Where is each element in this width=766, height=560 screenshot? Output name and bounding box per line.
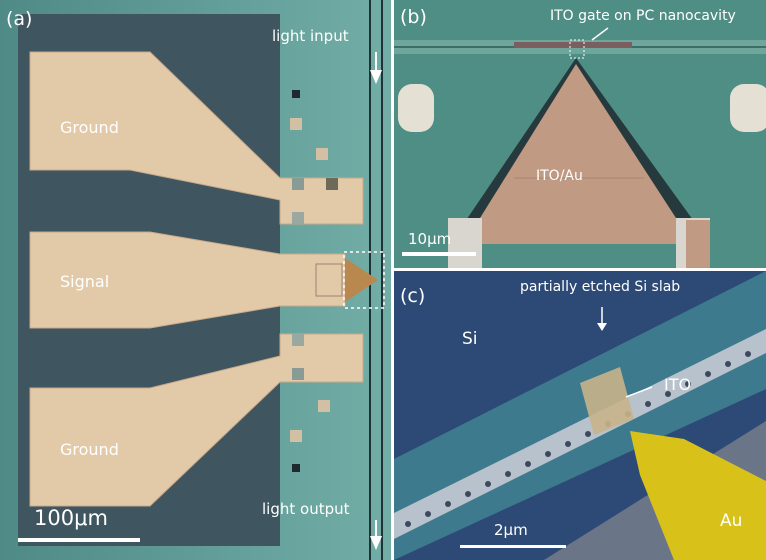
ito-bridge: [580, 367, 634, 435]
etched-slab-annotation: partially etched Si slab: [520, 279, 681, 295]
sem-image: [394, 271, 766, 560]
panel-c-sem: (c) partially etched Si slab Si ITO Au 2…: [394, 271, 766, 560]
device-micrograph: [0, 0, 391, 560]
signal-label: Signal: [60, 272, 110, 291]
scale-bar-a-label: 100μm: [34, 506, 108, 530]
signal-pad: [29, 231, 346, 329]
ground-pad-bottom: [29, 333, 364, 507]
scale-bar-c: [460, 545, 566, 548]
ground-top-label: Ground: [60, 118, 119, 137]
ito-au-triangle: [480, 64, 676, 218]
panel-c-tag: (c): [400, 285, 426, 307]
panel-a-optical-micrograph: (a) Ground Signal Ground light input lig…: [0, 0, 391, 560]
zoom-highlight-box: [343, 251, 385, 309]
si-label: Si: [462, 329, 478, 349]
light-input-label: light input: [272, 27, 349, 45]
panel-a-tag: (a): [6, 8, 33, 30]
ito-label: ITO: [664, 375, 692, 394]
ito-gate-closeup: [394, 0, 766, 268]
ito-triangle-tip: [345, 258, 378, 302]
scale-bar-c-label: 2μm: [494, 521, 528, 539]
ito-au-label: ITO/Au: [536, 168, 583, 184]
scale-bar-a: [18, 538, 140, 542]
ito-gate-annotation: ITO gate on PC nanocavity: [550, 8, 736, 24]
ground-pad-top: [29, 51, 364, 225]
ito-arrow: [625, 386, 653, 398]
panel-b-tag: (b): [400, 6, 427, 28]
panel-b-closeup: (b) ITO gate on PC nanocavity ITO/Au 10μ…: [394, 0, 766, 268]
scale-bar-b-label: 10μm: [408, 230, 452, 248]
ito-gate-arrow: [591, 27, 609, 41]
scale-bar-b: [402, 252, 476, 256]
ground-bottom-label: Ground: [60, 440, 119, 459]
light-output-label: light output: [262, 500, 350, 518]
au-contact: [630, 431, 766, 560]
au-label: Au: [720, 511, 743, 531]
